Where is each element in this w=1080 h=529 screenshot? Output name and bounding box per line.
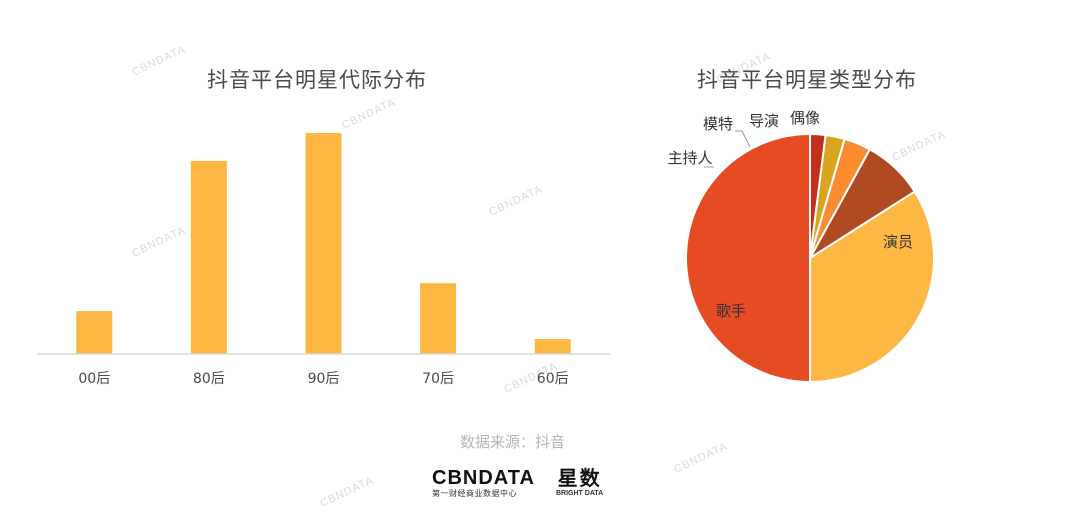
data-source-note: 数据来源：抖音	[460, 433, 566, 451]
x-tick-label: 70后	[422, 371, 454, 387]
x-tick-label: 60后	[537, 371, 569, 387]
pie-slice-偶像	[809, 132, 827, 259]
pie-label: 歌手	[716, 302, 746, 320]
cbndata-logo-text: CBNDATA	[432, 467, 535, 489]
pie-label: 模特	[703, 115, 733, 133]
bright-data-logo-subtitle: BRIGHT DATA	[556, 490, 604, 497]
cbndata-logo: CBNDATA 第一财经商业数据中心	[432, 467, 535, 499]
bright-data-logo: 星数 BRIGHT DATA	[556, 467, 603, 499]
bar-chart-title: 抖音平台明星代际分布	[207, 68, 427, 92]
pie-leader-line	[735, 130, 751, 148]
bar-60后	[534, 338, 571, 354]
x-tick-label: 80后	[193, 371, 225, 387]
pie-label: 主持人	[667, 149, 712, 167]
pie-label: 演员	[883, 233, 913, 251]
x-tick-label: 00后	[78, 371, 110, 387]
bar-00后	[76, 311, 113, 354]
pie-chart-title: 抖音平台明星类型分布	[697, 68, 917, 92]
pie-label: 偶像	[790, 109, 820, 127]
bar-80后	[190, 160, 227, 354]
bright-data-logo-text: 星数	[557, 466, 602, 490]
bar-90后	[305, 133, 342, 354]
bar-70后	[420, 283, 457, 354]
cbndata-logo-subtitle: 第一财经商业数据中心	[432, 489, 517, 498]
x-tick-label: 90后	[308, 371, 340, 387]
pie-label: 导演	[749, 112, 779, 130]
pie-slice-演员	[685, 132, 811, 384]
